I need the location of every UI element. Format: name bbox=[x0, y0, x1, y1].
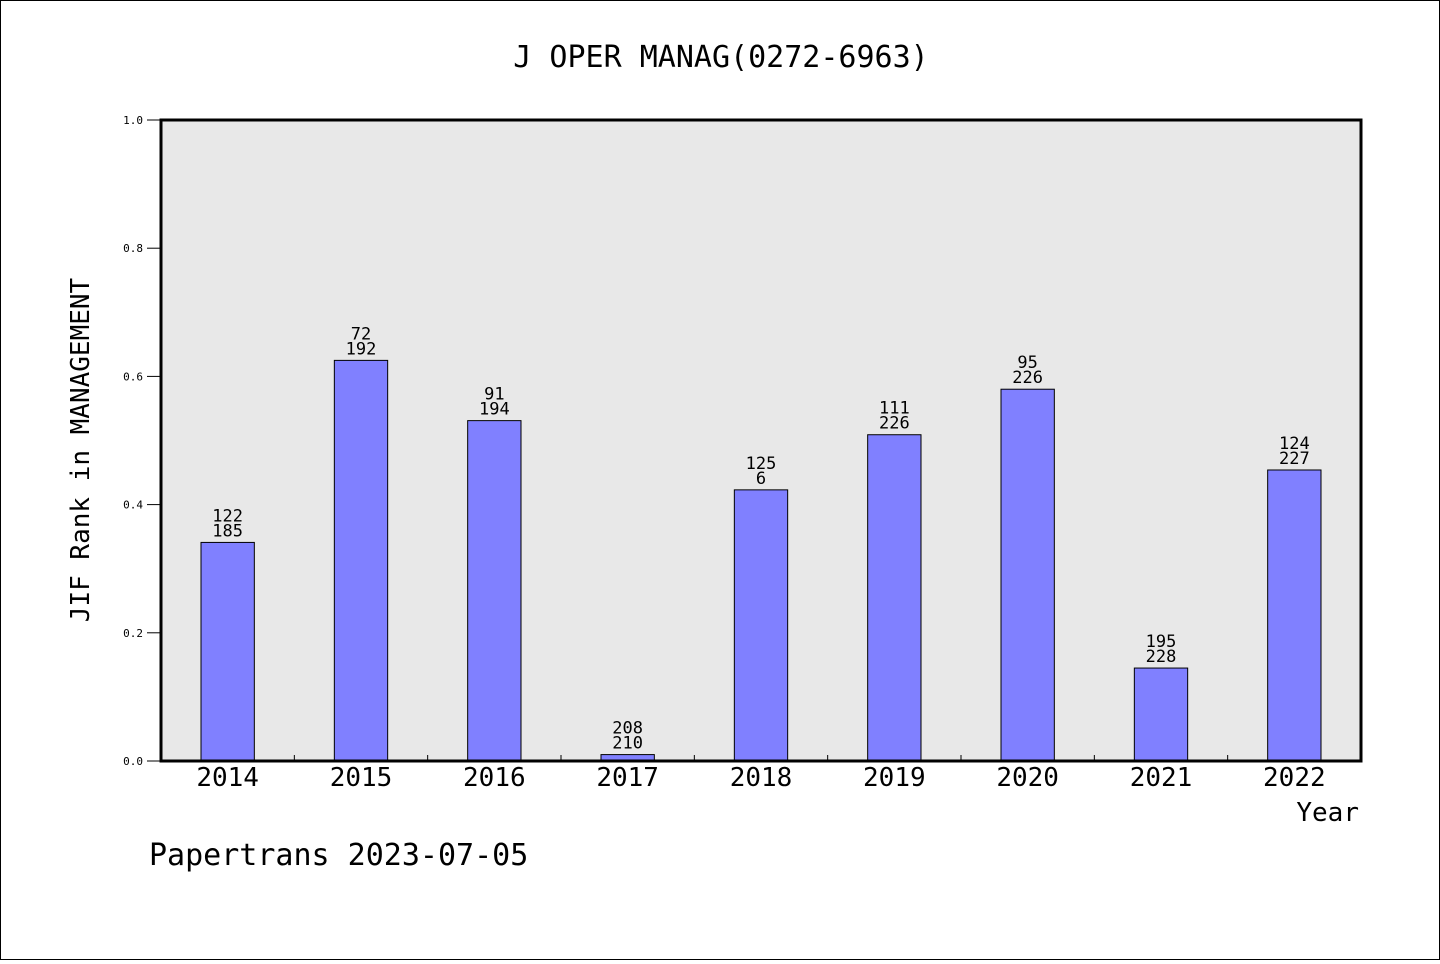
y-axis: 0.0 0.2 0.4 0.6 0.8 1.0 bbox=[123, 114, 161, 768]
bar-2020 bbox=[1000, 388, 1055, 762]
y-tick-label: 0.4 bbox=[123, 499, 143, 512]
bar-label-top-2014: 122 bbox=[212, 506, 243, 526]
bar-label-top-2016: 91 bbox=[484, 385, 504, 405]
x-tick-label-2018: 2018 bbox=[730, 763, 793, 793]
x-tick-label-2022: 2022 bbox=[1263, 763, 1326, 793]
bar-label-top-2015: 72 bbox=[351, 324, 371, 344]
x-tick-label-2014: 2014 bbox=[196, 763, 259, 793]
bar-label-bottom-2017: 210 bbox=[612, 734, 643, 754]
bar-2019 bbox=[867, 434, 922, 762]
x-tick-label-2016: 2016 bbox=[463, 763, 526, 793]
bar-label-bottom-2021: 228 bbox=[1146, 647, 1177, 667]
bar-label-top-2022: 124 bbox=[1279, 434, 1310, 454]
y-axis-label: JIF Rank in MANAGEMENT bbox=[66, 277, 96, 622]
x-tick-label-2021: 2021 bbox=[1130, 763, 1193, 793]
bar-label-top-2019: 111 bbox=[879, 399, 910, 419]
bar-label-bottom-2019: 226 bbox=[879, 414, 910, 434]
bar-2016 bbox=[467, 420, 522, 762]
bars-group bbox=[200, 359, 1322, 762]
bar-label-top-2021: 195 bbox=[1146, 632, 1177, 652]
bar-label-bottom-2022: 227 bbox=[1279, 449, 1310, 469]
bar-label-bottom-2018: 6 bbox=[756, 469, 766, 489]
y-tick-label: 0.0 bbox=[123, 755, 143, 768]
bar-label-top-2020: 95 bbox=[1017, 353, 1037, 373]
x-axis: 2014 2015 2016 2017 2018 2019 2020 2021 2022 bbox=[196, 755, 1326, 793]
plot-frame bbox=[159, 118, 1363, 763]
x-tick-label-2020: 2020 bbox=[996, 763, 1059, 793]
y-tick-label: 1.0 bbox=[123, 114, 143, 127]
bar-2015 bbox=[333, 359, 389, 762]
x-axis-label: Year bbox=[1296, 798, 1359, 828]
bar-label-top-2017: 208 bbox=[612, 719, 643, 739]
bar-label-bottom-2014: 185 bbox=[212, 521, 243, 541]
bar-2022 bbox=[1267, 469, 1322, 762]
y-tick-label: 0.2 bbox=[123, 627, 143, 640]
bar-label-bottom-2020: 226 bbox=[1012, 368, 1043, 388]
footer-watermark: Papertrans 2023-07-05 bbox=[149, 838, 528, 873]
x-tick-label-2017: 2017 bbox=[596, 763, 659, 793]
chart-title: J OPER MANAG(0272-6963) bbox=[513, 40, 928, 75]
bar-2014 bbox=[200, 541, 255, 762]
bar-label-top-2018: 125 bbox=[746, 454, 777, 474]
bar-2021 bbox=[1133, 667, 1189, 762]
bar-label-bottom-2015: 192 bbox=[346, 339, 377, 359]
y-tick-label: 0.8 bbox=[123, 242, 143, 255]
bar-2018 bbox=[733, 489, 789, 762]
y-tick-label: 0.6 bbox=[123, 370, 143, 383]
x-tick-label-2015: 2015 bbox=[330, 763, 393, 793]
x-tick-label-2019: 2019 bbox=[863, 763, 926, 793]
bar-labels-group: 1221857219291194208210125611122695226195… bbox=[212, 324, 1309, 753]
bar-label-bottom-2016: 194 bbox=[479, 400, 510, 420]
